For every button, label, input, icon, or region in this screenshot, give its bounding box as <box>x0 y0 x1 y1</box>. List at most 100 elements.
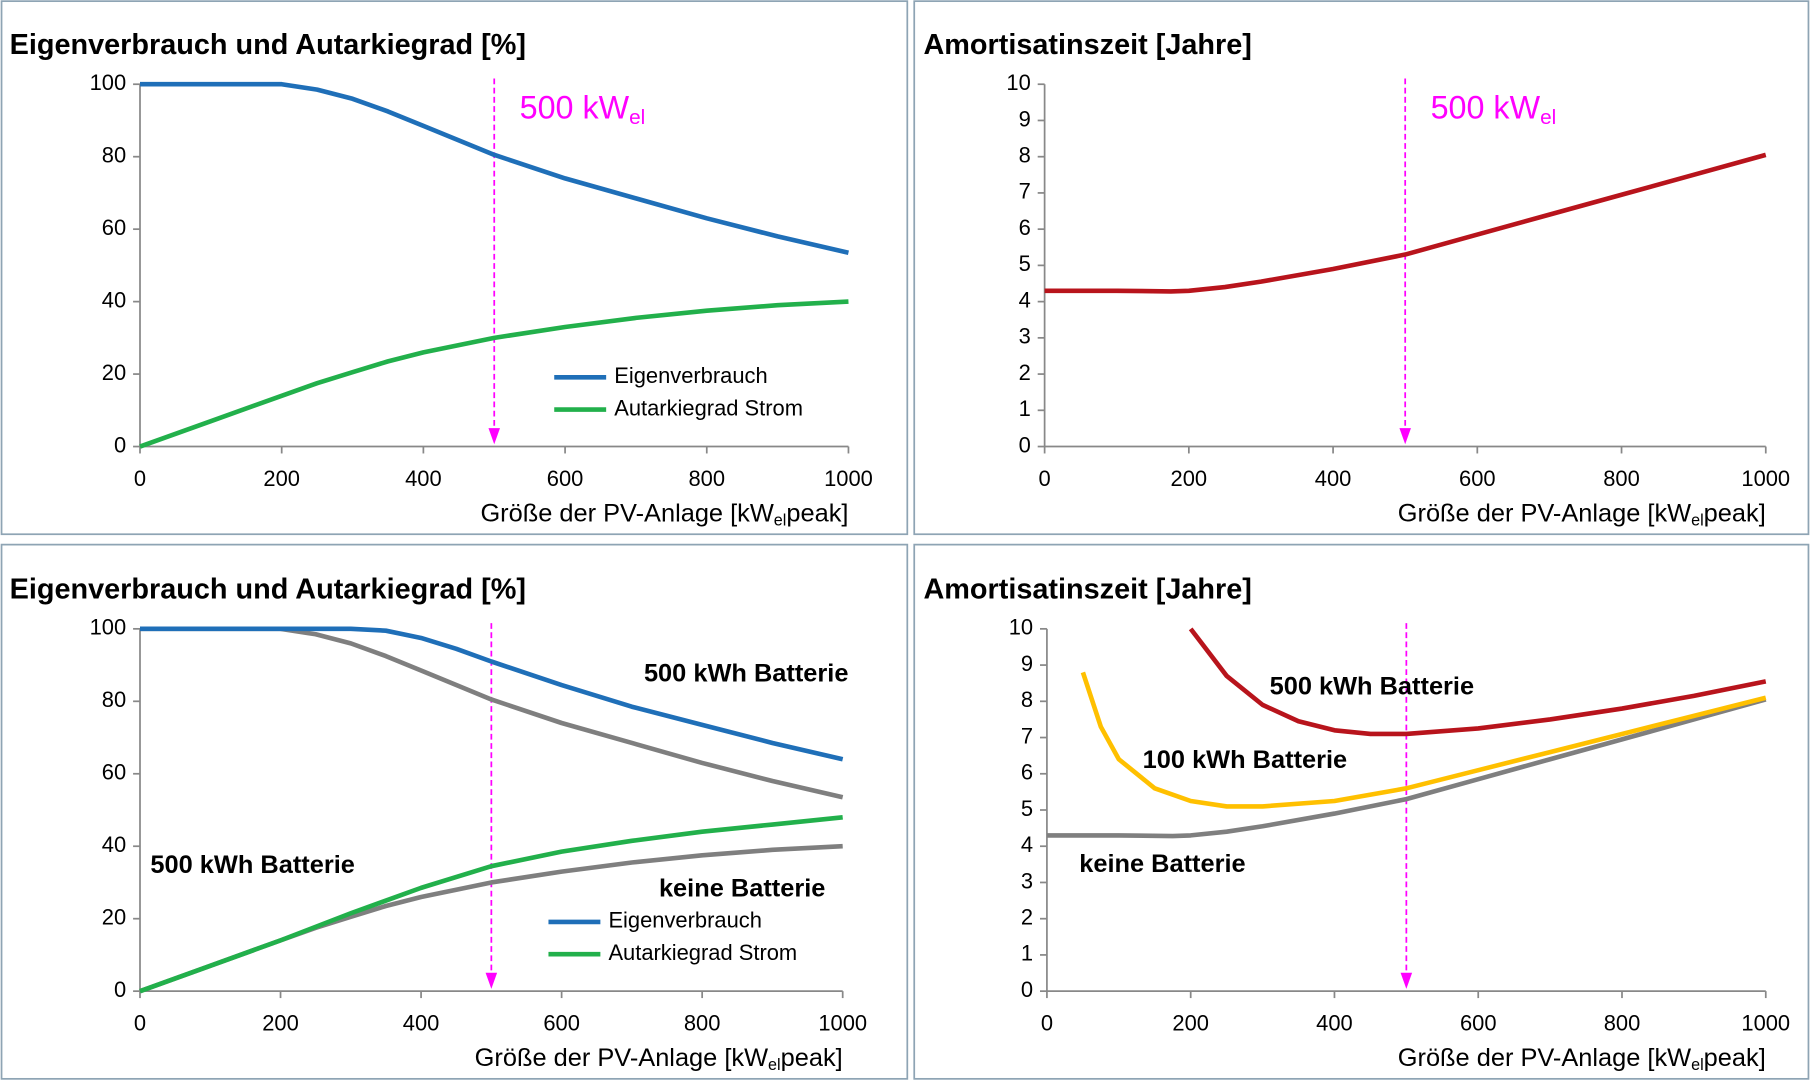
x-axis-label: Größe der PV-Anlage [kWelpeak] <box>475 1044 843 1074</box>
y-tick-label: 8 <box>1019 142 1031 167</box>
x-tick-label: 600 <box>543 1010 580 1035</box>
x-tick-label: 0 <box>134 1010 146 1035</box>
annotation-part: el <box>1540 106 1556 129</box>
panel-border <box>0 543 909 1080</box>
marker-arrow <box>1399 428 1411 445</box>
line-series <box>1044 152 1767 294</box>
line-series <box>140 626 844 762</box>
x-tick-label: 800 <box>684 1010 721 1035</box>
chart-title: Eigenverbrauch und Autarkiegrad [%] <box>10 29 526 61</box>
x-tick-label: 800 <box>688 466 725 491</box>
x-tick-label: 200 <box>262 1010 299 1035</box>
x-axis-label-part: peak] <box>781 1044 843 1072</box>
panel-border <box>913 0 1810 536</box>
line-series <box>1188 627 1767 737</box>
x-tick-label: 600 <box>1459 466 1496 491</box>
x-tick-label: 200 <box>1171 466 1208 491</box>
x-tick-label: 400 <box>1316 1010 1353 1035</box>
x-tick-label: 400 <box>403 1010 440 1035</box>
y-tick-label: 6 <box>1021 760 1033 785</box>
y-tick-label: 40 <box>102 287 126 312</box>
x-axis-label-part: el <box>768 1056 781 1074</box>
legend-label: Eigenverbrauch <box>608 908 761 933</box>
x-axis-label: Größe der PV-Anlage [kWelpeak] <box>1398 499 1766 529</box>
x-tick-label: 200 <box>1172 1010 1209 1035</box>
chart-panel: Amortisatinszeit [Jahre] 0 1 2 3 4 5 6 7 8 9 10 0 200… <box>923 29 1790 530</box>
legend-label: Eigenverbrauch <box>614 363 767 388</box>
series-label: 100 kWh Batterie <box>1143 746 1348 774</box>
panel-border <box>0 0 909 536</box>
x-axis-label: Größe der PV-Anlage [kWelpeak] <box>1398 1044 1766 1074</box>
chart-title: Amortisatinszeit [Jahre] <box>923 573 1251 605</box>
series-label: 500 kWh Batterie <box>150 851 355 879</box>
x-axis-label-part: peak] <box>1704 1044 1766 1072</box>
chart-title: Eigenverbrauch und Autarkiegrad [%] <box>10 573 526 605</box>
x-tick-label: 1000 <box>1741 1010 1790 1035</box>
x-tick-label: 400 <box>405 466 442 491</box>
x-tick-label: 0 <box>134 466 146 491</box>
x-axis-label-part: el <box>1691 512 1704 530</box>
y-tick-label: 0 <box>1019 432 1031 457</box>
x-tick-label: 600 <box>547 466 584 491</box>
x-tick-label: 800 <box>1603 466 1640 491</box>
x-tick-label: 0 <box>1041 1010 1053 1035</box>
y-tick-label: 2 <box>1021 904 1033 929</box>
y-tick-label: 1 <box>1019 396 1031 421</box>
x-axis-label-part: peak] <box>1704 499 1766 527</box>
legend-label: Autarkiegrad Strom <box>608 940 797 965</box>
x-axis-label-part: Größe der PV-Anlage [kW <box>480 499 773 527</box>
y-tick-label: 100 <box>90 615 127 640</box>
y-tick-label: 0 <box>114 977 126 1002</box>
line-series <box>139 814 843 994</box>
y-tick-label: 10 <box>1006 70 1030 95</box>
series-label: 500 kWh Batterie <box>1270 672 1475 700</box>
y-tick-label: 4 <box>1019 287 1031 312</box>
line-series <box>1080 671 1767 809</box>
x-tick-label: 1000 <box>818 1010 867 1035</box>
x-tick-label: 800 <box>1604 1010 1641 1035</box>
x-axis-label-part: peak] <box>786 499 848 527</box>
x-tick-label: 0 <box>1039 466 1051 491</box>
y-tick-label: 20 <box>102 904 126 929</box>
legend-label: Autarkiegrad Strom <box>614 395 803 420</box>
y-tick-label: 20 <box>102 360 126 385</box>
line-series <box>1046 697 1767 839</box>
series-label: keine Batterie <box>659 874 825 902</box>
y-tick-label: 5 <box>1019 251 1031 276</box>
chart-panel: Amortisatinszeit [Jahre] 0 1 2 3 4 5 6 7 8 9 10 0 200… <box>923 573 1790 1074</box>
x-tick-label: 200 <box>263 466 300 491</box>
y-tick-label: 60 <box>102 760 126 785</box>
y-tick-label: 3 <box>1021 868 1033 893</box>
x-tick-label: 600 <box>1460 1010 1497 1035</box>
x-axis-label: Größe der PV-Anlage [kWelpeak] <box>480 499 848 529</box>
x-axis-label-part: el <box>1691 1056 1704 1074</box>
series-label: keine Batterie <box>1079 850 1245 878</box>
chart-panel: Eigenverbrauch und Autarkiegrad [%] 0 20 40… <box>10 29 873 530</box>
x-tick-label: 400 <box>1315 466 1352 491</box>
panel-border <box>913 543 1810 1080</box>
chart-panel: Eigenverbrauch und Autarkiegrad [%] 0 20 40… <box>10 573 867 1074</box>
annotation-part: 500 kW <box>1431 89 1541 125</box>
y-tick-label: 0 <box>114 432 126 457</box>
annotation: 500 kWel <box>520 89 646 129</box>
y-tick-label: 40 <box>102 832 126 857</box>
chart-title: Amortisatinszeit [Jahre] <box>923 29 1251 61</box>
marker-arrow <box>488 428 500 445</box>
annotation: 500 kWel <box>1431 89 1557 129</box>
y-tick-label: 7 <box>1019 179 1031 204</box>
y-tick-label: 3 <box>1019 324 1031 349</box>
y-tick-label: 6 <box>1019 215 1031 240</box>
x-tick-label: 1000 <box>1741 466 1790 491</box>
x-axis-label-part: Größe der PV-Anlage [kW <box>1398 1044 1691 1072</box>
line-series <box>139 299 849 449</box>
y-tick-label: 0 <box>1021 977 1033 1002</box>
annotation-part: el <box>629 106 645 129</box>
line-series <box>140 81 849 255</box>
x-axis-label-part: el <box>774 512 787 530</box>
y-tick-label: 2 <box>1019 360 1031 385</box>
y-tick-label: 7 <box>1021 723 1033 748</box>
series-label: 500 kWh Batterie <box>644 660 849 688</box>
y-tick-label: 9 <box>1021 651 1033 676</box>
y-tick-label: 100 <box>90 70 127 95</box>
